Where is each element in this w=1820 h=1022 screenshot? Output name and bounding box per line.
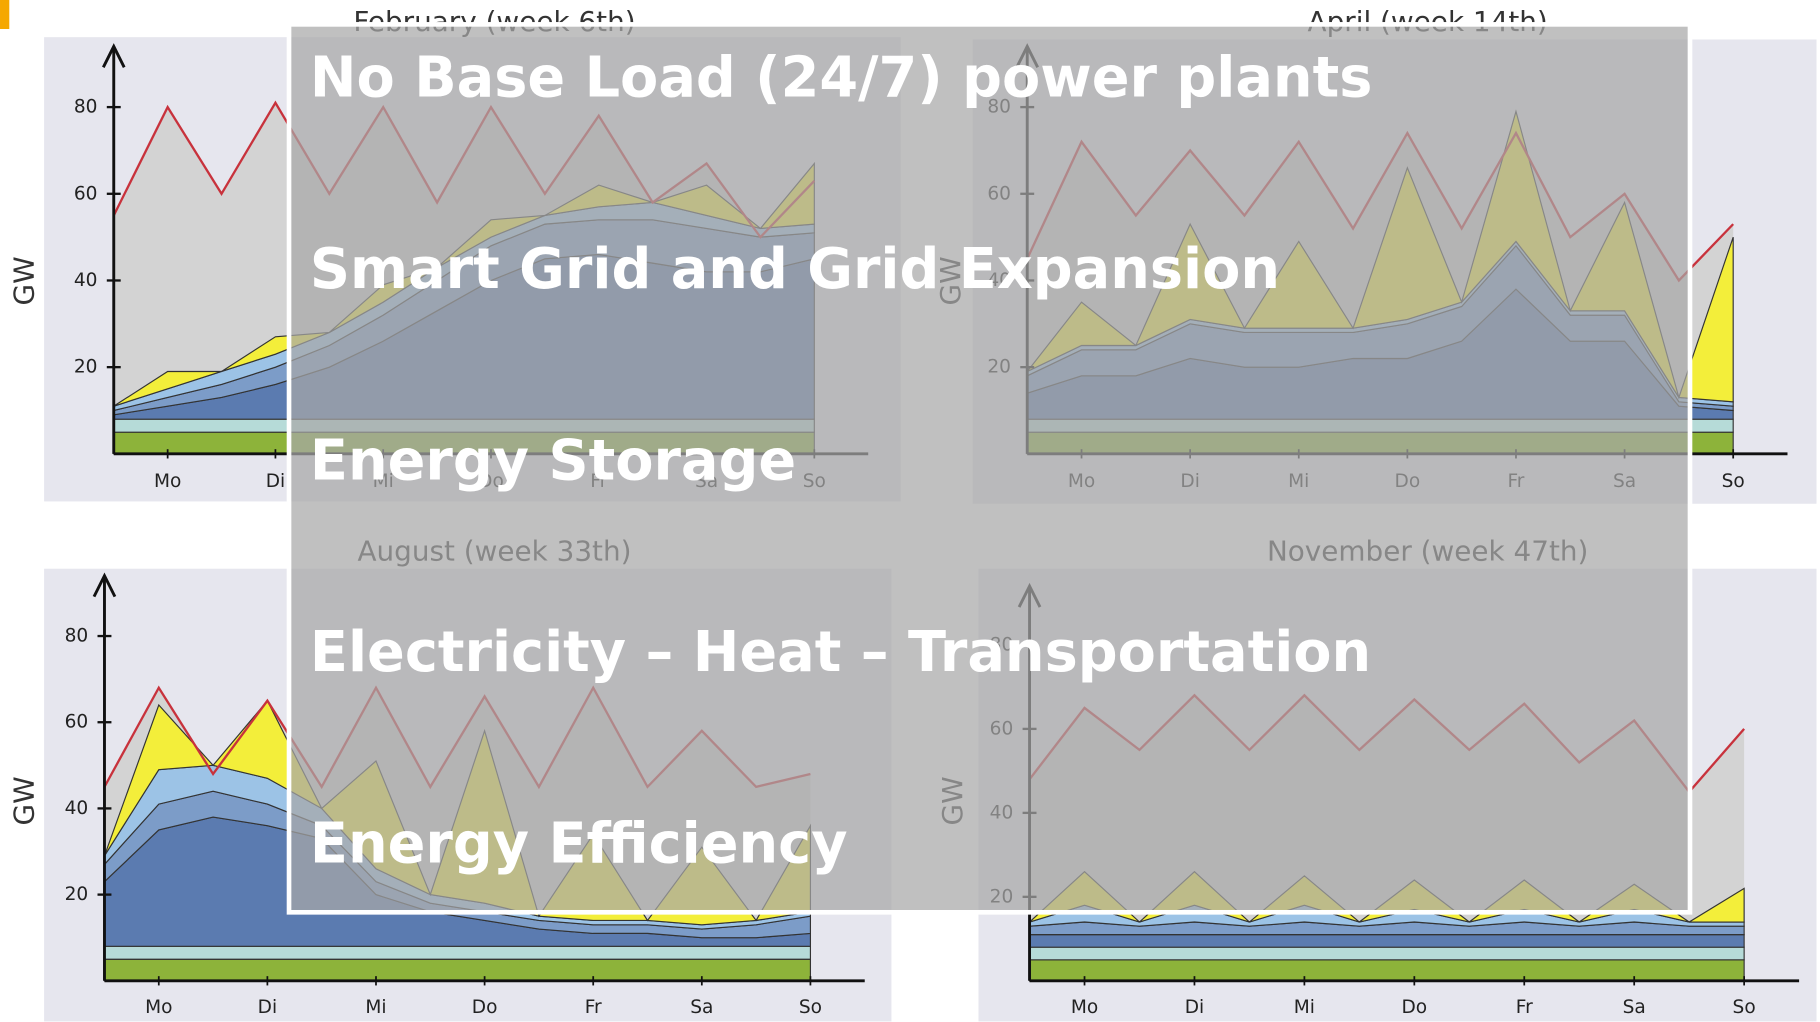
y-arrow <box>92 572 117 598</box>
overlay-item: No Base Load (24/7) power plants <box>310 45 1372 110</box>
x-tick-label: Sa <box>690 997 713 1018</box>
x-tick-label: Di <box>266 471 285 492</box>
accent-bar <box>0 0 10 30</box>
x-tick-label: Mo <box>145 997 172 1018</box>
x-tick-label: Mi <box>365 997 386 1018</box>
stacked-area <box>1028 959 1745 982</box>
x-tick-label: Mo <box>154 471 181 492</box>
overlay-item: Smart Grid and Grid Expansion <box>310 237 1280 302</box>
overlay-text: No Base Load (24/7) power plants Smart Gr… <box>310 45 1372 876</box>
x-tick-label: So <box>799 997 822 1018</box>
y-tick-label: 40 <box>74 270 98 291</box>
stacked-area <box>103 945 812 960</box>
x-tick-label: Sa <box>1623 997 1646 1018</box>
x-tick-label: Do <box>472 997 498 1018</box>
x-tick-label: Do <box>1401 997 1427 1018</box>
y-tick-label: 80 <box>65 626 89 647</box>
overlay-box <box>286 22 1693 915</box>
y-tick-label: 80 <box>74 97 98 118</box>
x-tick-label: Mi <box>1294 997 1315 1018</box>
y-tick-label: 60 <box>65 712 89 733</box>
x-tick-label: Fr <box>585 997 602 1018</box>
x-tick-label: Di <box>1185 997 1204 1018</box>
x-tick-label: Mo <box>1071 997 1098 1018</box>
x-tick-label: So <box>1733 997 1756 1018</box>
stacked-area <box>1028 934 1745 948</box>
y-arrow <box>102 43 126 68</box>
overlay-item: Energy Efficiency <box>310 811 848 876</box>
y-tick-label: 40 <box>65 798 89 819</box>
y-tick-label: 60 <box>74 183 98 204</box>
y-tick-label: 20 <box>74 357 98 378</box>
x-tick-label: Di <box>258 997 277 1018</box>
stacked-area <box>1028 946 1745 961</box>
x-tick-label: So <box>1722 471 1745 492</box>
stacked-area <box>103 958 812 982</box>
overlay-item: Energy Storage <box>310 428 796 493</box>
overlay-item: Electricity – Heat – Transportation <box>310 620 1371 685</box>
y-axis-label: GW <box>8 776 41 825</box>
y-axis-label: GW <box>8 256 41 305</box>
x-tick-label: Fr <box>1516 997 1533 1018</box>
y-tick-label: 20 <box>65 884 89 905</box>
